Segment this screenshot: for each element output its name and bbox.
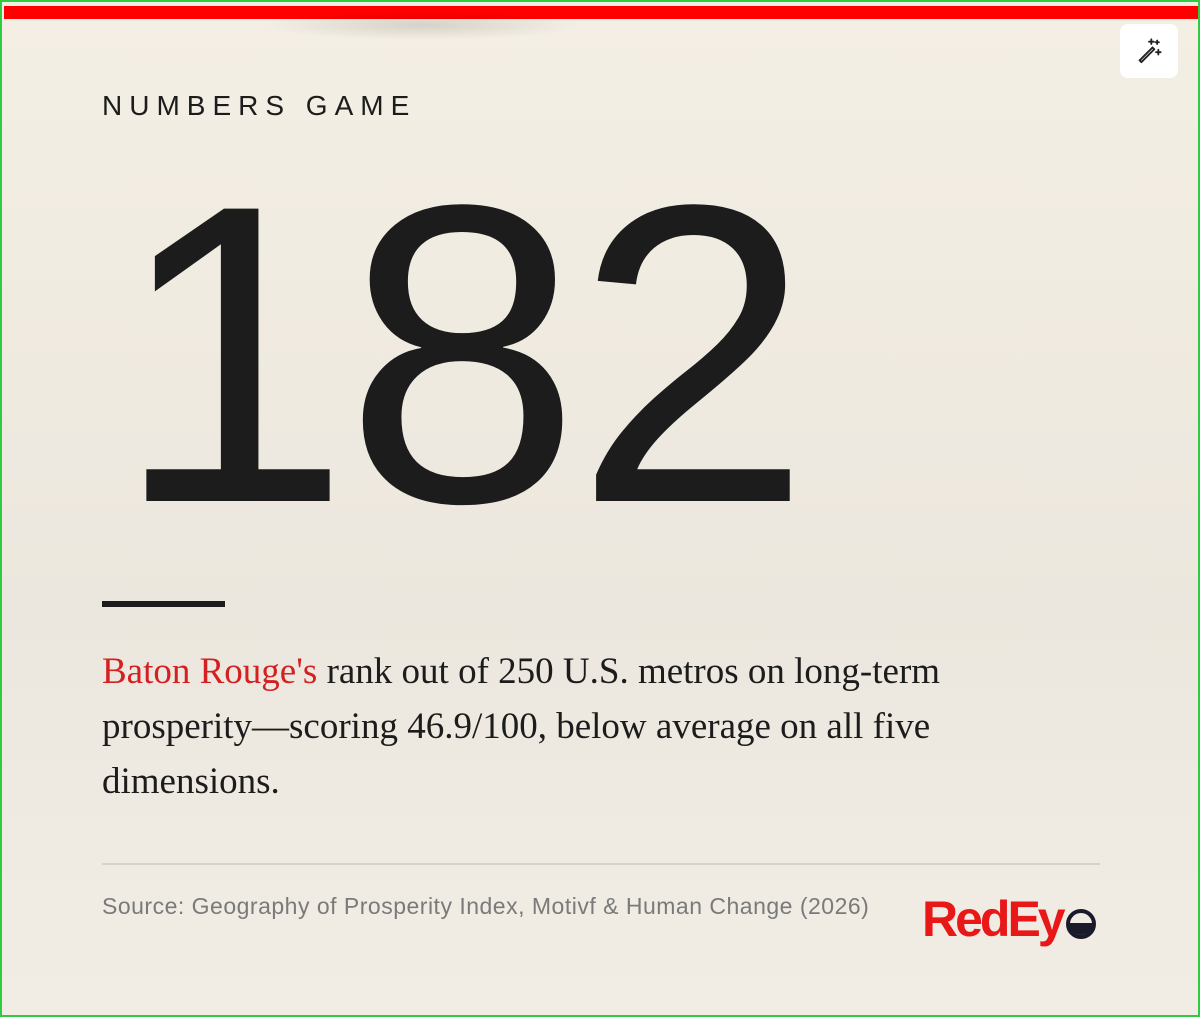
divider-line — [102, 863, 1100, 865]
highlight-city: Baton Rouge's — [102, 651, 318, 692]
accent-bar — [4, 6, 1198, 19]
description-text: rank out of 250 U.S. metros on long-term… — [102, 651, 941, 802]
shadow-decoration — [262, 10, 582, 40]
eye-icon — [1065, 909, 1096, 939]
logo-text: RedEy — [922, 891, 1066, 947]
magic-wand-icon — [1138, 38, 1162, 64]
magic-wand-button[interactable] — [1120, 24, 1178, 78]
kicker-label: NUMBERS GAME — [102, 90, 417, 121]
stat-description: Baton Rouge's rank out of 250 U.S. metro… — [102, 644, 1062, 809]
source-citation: Source: Geography of Prosperity Index, M… — [102, 893, 870, 919]
divider-short — [102, 601, 225, 607]
redeye-logo: RedEy — [922, 894, 1097, 944]
headline-stat: 182 — [114, 117, 811, 592]
